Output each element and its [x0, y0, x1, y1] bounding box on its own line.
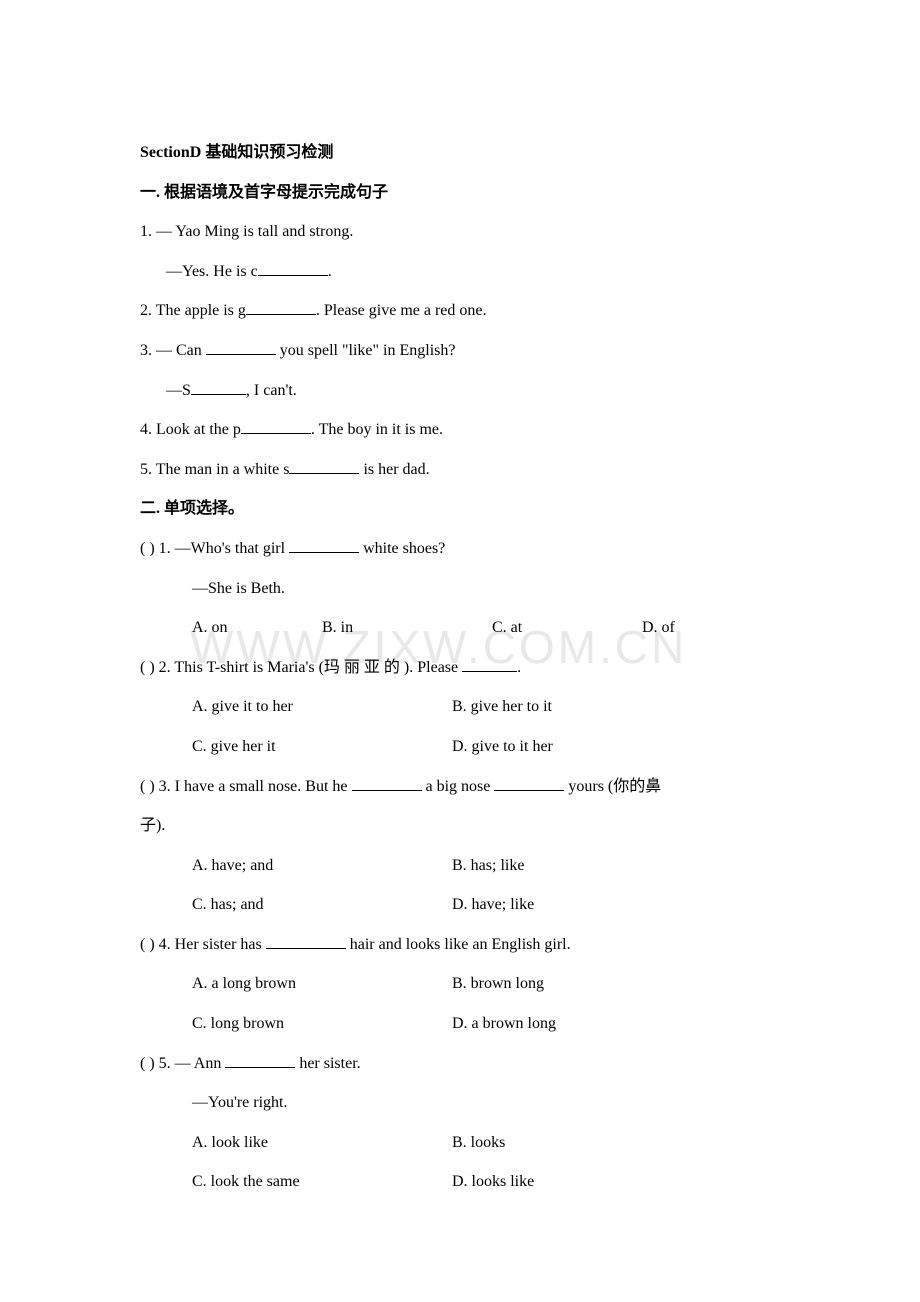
option-a[interactable]: A. look like — [192, 1130, 452, 1156]
q1-line2-post: . — [328, 263, 332, 280]
option-a[interactable]: A. give it to her — [192, 694, 452, 720]
answer-paren[interactable]: ( ) — [140, 778, 159, 795]
mcq-3-mid: a big nose — [422, 778, 495, 795]
mcq-4-options-row2: C. long brown D. a brown long — [140, 1011, 780, 1037]
mcq-2-pre: 2. This T-shirt is Maria's (玛 丽 亚 的 ). P… — [159, 659, 462, 676]
option-b[interactable]: B. give her to it — [452, 694, 552, 720]
fill-blank[interactable] — [494, 775, 564, 791]
answer-paren[interactable]: ( ) — [140, 936, 159, 953]
q3-line1: 3. — Can you spell "like" in English? — [140, 338, 780, 364]
fill-blank[interactable] — [246, 299, 316, 315]
mcq-5-post: her sister. — [295, 1055, 360, 1072]
q4: 4. Look at the p . The boy in it is me. — [140, 417, 780, 443]
q4-pre: 4. Look at the p — [140, 421, 241, 438]
option-b[interactable]: B. in — [322, 615, 492, 641]
q2: 2. The apple is g . Please give me a red … — [140, 298, 780, 324]
option-c[interactable]: C. has; and — [192, 892, 452, 918]
option-c[interactable]: C. give her it — [192, 734, 452, 760]
mcq-4-options-row1: A. a long brown B. brown long — [140, 971, 780, 997]
fill-blank[interactable] — [289, 458, 359, 474]
mcq-4-post: hair and looks like an English girl. — [346, 936, 571, 953]
q1-line2: —Yes. He is c. — [140, 259, 780, 285]
part1-title: 一. 根据语境及首字母提示完成句子 — [140, 180, 780, 206]
option-a[interactable]: A. a long brown — [192, 971, 452, 997]
q3-line1-pre: 3. — Can — [140, 342, 206, 359]
fill-blank[interactable] — [266, 933, 346, 949]
fill-blank[interactable] — [191, 379, 246, 395]
q2-pre: 2. The apple is g — [140, 302, 246, 319]
fill-blank[interactable] — [206, 339, 276, 355]
option-d[interactable]: D. have; like — [452, 892, 534, 918]
mcq-3-options-row1: A. have; and B. has; like — [140, 853, 780, 879]
mcq-5-stem: ( ) 5. — Ann her sister. — [140, 1051, 780, 1077]
mcq-4-pre: 4. Her sister has — [159, 936, 266, 953]
mcq-5-pre: 5. — Ann — [159, 1055, 226, 1072]
mcq-3-cont: 子). — [140, 813, 780, 839]
option-c[interactable]: C. long brown — [192, 1011, 452, 1037]
option-b[interactable]: B. has; like — [452, 853, 524, 879]
q5-pre: 5. The man in a white s — [140, 461, 289, 478]
mcq-5-options-row2: C. look the same D. looks like — [140, 1169, 780, 1195]
fill-blank[interactable] — [225, 1052, 295, 1068]
q4-post: . The boy in it is me. — [311, 421, 443, 438]
option-a[interactable]: A. have; and — [192, 853, 452, 879]
q3-line2: —S , I can't. — [140, 378, 780, 404]
q2-post: . Please give me a red one. — [316, 302, 487, 319]
q5-post: is her dad. — [359, 461, 429, 478]
answer-paren[interactable]: ( ) — [140, 1055, 159, 1072]
mcq-1-post: white shoes? — [359, 540, 445, 557]
fill-blank[interactable] — [289, 537, 359, 553]
fill-blank[interactable] — [241, 418, 311, 434]
option-b[interactable]: B. looks — [452, 1130, 505, 1156]
mcq-3-post: yours (你的鼻 — [564, 778, 661, 795]
mcq-1-stem: ( ) 1. —Who's that girl white shoes? — [140, 536, 780, 562]
answer-paren[interactable]: ( ) — [140, 540, 159, 557]
q5: 5. The man in a white s is her dad. — [140, 457, 780, 483]
mcq-2-post: . — [517, 659, 521, 676]
q3-line2-pre: —S — [166, 382, 191, 399]
mcq-1-options: A. on B. in C. at D. of — [140, 615, 780, 641]
q3-line1-post: you spell "like" in English? — [276, 342, 456, 359]
mcq-5-options-row1: A. look like B. looks — [140, 1130, 780, 1156]
q1-line2-pre: —Yes. He is c — [166, 263, 258, 280]
option-b[interactable]: B. brown long — [452, 971, 544, 997]
option-c[interactable]: C. at — [492, 615, 642, 641]
option-d[interactable]: D. give to it her — [452, 734, 553, 760]
mcq-2-options-row1: A. give it to her B. give her to it — [140, 694, 780, 720]
option-a[interactable]: A. on — [192, 615, 322, 641]
fill-blank[interactable] — [352, 775, 422, 791]
mcq-2-options-row2: C. give her it D. give to it her — [140, 734, 780, 760]
option-d[interactable]: D. looks like — [452, 1169, 534, 1195]
document-content: SectionD 基础知识预习检测 一. 根据语境及首字母提示完成句子 1. —… — [140, 140, 780, 1195]
option-d[interactable]: D. a brown long — [452, 1011, 556, 1037]
q1-line1: 1. — Yao Ming is tall and strong. — [140, 219, 780, 245]
section-title: SectionD 基础知识预习检测 — [140, 140, 780, 166]
fill-blank[interactable] — [462, 656, 517, 672]
part2-title: 二. 单项选择。 — [140, 496, 780, 522]
mcq-1-pre: 1. —Who's that girl — [159, 540, 289, 557]
answer-paren[interactable]: ( ) — [140, 659, 159, 676]
fill-blank[interactable] — [258, 260, 328, 276]
q3-line2-post: , I can't. — [246, 382, 297, 399]
mcq-2-stem: ( ) 2. This T-shirt is Maria's (玛 丽 亚 的 … — [140, 655, 780, 681]
mcq-1-line2: —She is Beth. — [140, 576, 780, 602]
mcq-5-line2: —You're right. — [140, 1090, 780, 1116]
option-c[interactable]: C. look the same — [192, 1169, 452, 1195]
mcq-3-pre: 3. I have a small nose. But he — [159, 778, 352, 795]
mcq-3-options-row2: C. has; and D. have; like — [140, 892, 780, 918]
mcq-4-stem: ( ) 4. Her sister has hair and looks lik… — [140, 932, 780, 958]
mcq-3-stem: ( ) 3. I have a small nose. But he a big… — [140, 774, 780, 800]
option-d[interactable]: D. of — [642, 615, 675, 641]
